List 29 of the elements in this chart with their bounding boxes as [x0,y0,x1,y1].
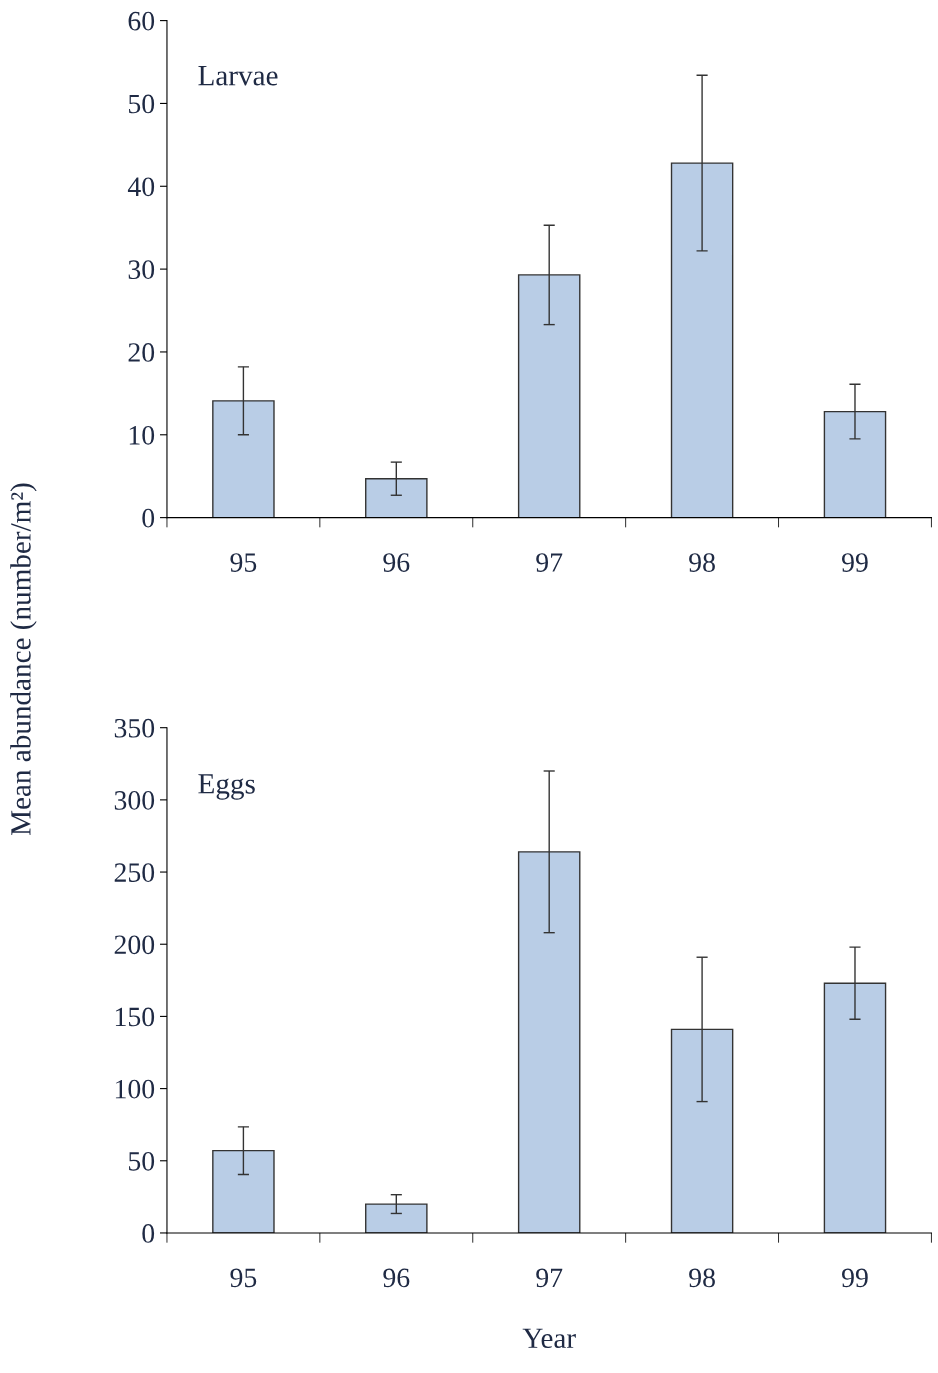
y-tick-label: 30 [128,260,155,280]
y-tick-label: 60 [128,11,155,31]
x-tick-label: 98 [689,1268,715,1288]
x-tick-label: 95 [230,1268,257,1288]
y-tick-label: 200 [114,935,155,955]
y-tick-label: 0 [142,1224,155,1243]
x-tick-label: 97 [536,553,563,572]
text: Eggs [198,774,255,800]
text: Larvae [198,66,278,86]
y-tick-label: 350 [114,718,155,738]
y-tick-label: 150 [115,1007,155,1027]
y-tick-label: 300 [114,791,155,810]
y-tick-label: 40 [127,177,155,197]
x-tick-label: 98 [689,553,715,572]
y-axis-title: Mean abundance (number/m²) [10,483,37,836]
y-tick-label: 20 [128,343,155,362]
x-tick-label: 99 [841,1268,868,1288]
x-axis-title: Year [522,1328,576,1349]
y-tick-label: 100 [115,1079,155,1099]
x-tick-label: 96 [383,1268,410,1288]
y-tick-label: 50 [129,1151,155,1171]
x-tick-label: 95 [230,553,257,572]
y-tick-label: 0 [142,508,155,528]
y-tick-label: 10 [129,425,155,445]
y-tick-label: 250 [114,863,155,882]
x-tick-label: 97 [536,1268,563,1288]
x-tick-label: 96 [383,553,410,572]
x-tick-label: 99 [841,553,868,572]
y-tick-label: 50 [129,94,155,114]
